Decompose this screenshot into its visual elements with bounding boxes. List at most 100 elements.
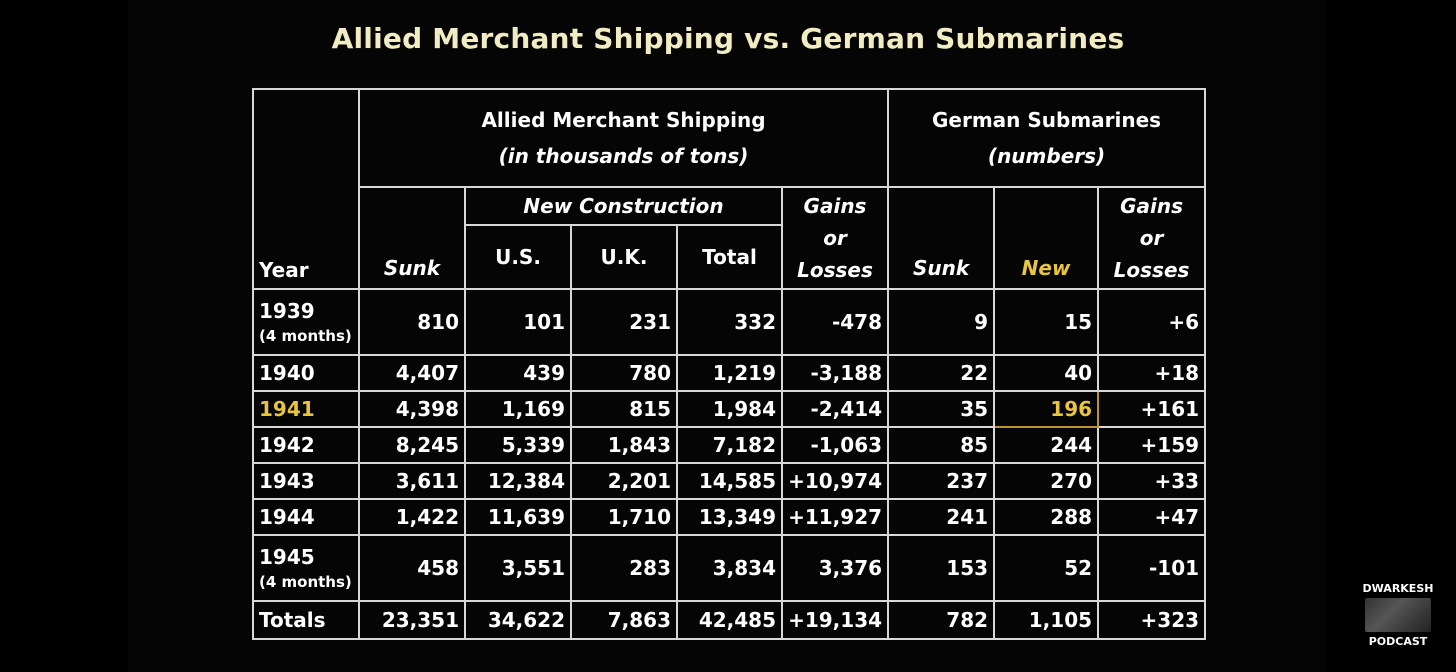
cell-gains: -2,414 — [780, 390, 890, 428]
cell-sub-new: 15 — [993, 288, 1100, 356]
cell-total: 3,834 — [676, 534, 783, 602]
cell-uk: 2,201 — [570, 462, 678, 500]
cell-sub-gains: +159 — [1097, 426, 1207, 464]
header-sub-gains: Gains or Losses — [1097, 186, 1207, 290]
table-row: 1941 4,398 1,169 815 1,984 -2,414 35 196 +161 — [252, 390, 1207, 428]
cell-uk: 283 — [570, 534, 678, 602]
cell-sub-new: 52 — [993, 534, 1100, 602]
table-row: 1942 8,245 5,339 1,843 7,182 -1,063 85 244 +159 — [252, 426, 1207, 464]
year-label: 1940 — [259, 361, 315, 385]
cell-sunk: 3,611 — [358, 462, 466, 500]
cell-gains: +10,974 — [780, 462, 890, 500]
cell-year: 1944 — [252, 498, 360, 536]
table-row: 1943 3,611 12,384 2,201 14,585 +10,974 237 270 +… — [252, 462, 1207, 500]
cell-sub-sunk: 22 — [887, 354, 996, 392]
podcast-logo: DWARKESH PODCAST — [1360, 582, 1436, 648]
page-title: Allied Merchant Shipping vs. German Subm… — [331, 22, 1125, 55]
cell-sub-new: 270 — [993, 462, 1100, 500]
header-uk: U.K. — [570, 224, 678, 290]
data-table: Year Allied Merchant Shipping (in thousa… — [252, 88, 1207, 640]
year-label: 1939 — [259, 299, 315, 323]
cell-year: 1939 (4 months) — [252, 288, 360, 356]
cell-sub-gains: +6 — [1097, 288, 1207, 356]
cell-sub-gains: +47 — [1097, 498, 1207, 536]
year-note: (4 months) — [259, 573, 352, 591]
header-sub-new: New — [993, 186, 1100, 290]
cell-gains: -3,188 — [780, 354, 890, 392]
cell-year: 1941 — [252, 390, 360, 428]
cell-total: 42,485 — [676, 600, 783, 640]
cell-total: 332 — [676, 288, 783, 356]
year-label: 1941 — [259, 397, 315, 421]
header-sub-gains-2: or — [1139, 226, 1164, 250]
cell-sub-sunk: 241 — [887, 498, 996, 536]
cell-us: 1,169 — [464, 390, 572, 428]
cell-year: 1940 — [252, 354, 360, 392]
cell-sunk: 4,407 — [358, 354, 466, 392]
cell-uk: 7,863 — [570, 600, 678, 640]
cell-uk: 780 — [570, 354, 678, 392]
cell-uk: 231 — [570, 288, 678, 356]
cell-uk: 815 — [570, 390, 678, 428]
header-allied-title: Allied Merchant Shipping — [481, 108, 766, 132]
cell-gains: 3,376 — [780, 534, 890, 602]
cell-total: 13,349 — [676, 498, 783, 536]
cell-total: 14,585 — [676, 462, 783, 500]
header-us: U.S. — [464, 224, 572, 290]
cell-us: 11,639 — [464, 498, 572, 536]
cell-sunk: 458 — [358, 534, 466, 602]
cell-sub-new: 1,105 — [993, 600, 1100, 640]
cell-sub-gains: +18 — [1097, 354, 1207, 392]
cell-us: 12,384 — [464, 462, 572, 500]
header-gains-3: Losses — [797, 258, 873, 282]
cell-sunk: 810 — [358, 288, 466, 356]
cell-sub-gains: +33 — [1097, 462, 1207, 500]
table-row: 1945 (4 months) 458 3,551 283 3,834 3,376 153 52… — [252, 534, 1207, 602]
cell-sub-gains: +161 — [1097, 390, 1207, 428]
logo-top-text: DWARKESH — [1362, 582, 1434, 595]
header-total: Total — [676, 224, 783, 290]
header-gains-1: Gains — [803, 194, 867, 218]
cell-gains: -478 — [780, 288, 890, 356]
cell-us: 34,622 — [464, 600, 572, 640]
header-sub-gains-1: Gains — [1120, 194, 1183, 218]
header-gains: Gains or Losses — [780, 186, 890, 290]
header-allied: Allied Merchant Shipping (in thousands o… — [357, 88, 890, 188]
cell-us: 5,339 — [464, 426, 572, 464]
year-label: 1943 — [259, 469, 315, 493]
cell-gains: +19,134 — [780, 600, 890, 640]
header-german: German Submarines (numbers) — [887, 88, 1207, 188]
header-new-construction: New Construction — [464, 186, 783, 226]
table-row: 1944 1,422 11,639 1,710 13,349 +11,927 241 288 +… — [252, 498, 1207, 536]
year-label: Totals — [259, 608, 326, 632]
logo-bottom-text: PODCAST — [1368, 635, 1428, 648]
year-label: 1942 — [259, 433, 315, 457]
cell-gains: +11,927 — [780, 498, 890, 536]
header-sub-gains-3: Losses — [1113, 258, 1190, 282]
cell-sub-sunk: 9 — [887, 288, 996, 356]
year-label: 1945 — [259, 545, 315, 569]
cell-sunk: 23,351 — [358, 600, 466, 640]
cell-total: 7,182 — [676, 426, 783, 464]
cell-us: 101 — [464, 288, 572, 356]
cell-sub-sunk: 35 — [887, 390, 996, 428]
cell-sub-sunk: 153 — [887, 534, 996, 602]
cell-sub-sunk: 782 — [887, 600, 996, 640]
cell-us: 439 — [464, 354, 572, 392]
cell-year: 1945 (4 months) — [252, 534, 360, 602]
cell-year: 1942 — [252, 426, 360, 464]
cell-uk: 1,710 — [570, 498, 678, 536]
cell-year: Totals — [252, 600, 360, 640]
table-body: 1939 (4 months) 810 101 231 332 -478 9 15 +6 1940 4… — [252, 288, 1207, 640]
table-row: Totals 23,351 34,622 7,863 42,485 +19,134 782 1… — [252, 600, 1207, 640]
header-german-title: German Submarines — [931, 108, 1162, 132]
header-sub-sunk: Sunk — [887, 186, 996, 290]
table-row: 1939 (4 months) 810 101 231 332 -478 9 15 +6 — [252, 288, 1207, 356]
cell-uk: 1,843 — [570, 426, 678, 464]
year-label: 1944 — [259, 505, 315, 529]
cell-sub-new: 196 — [993, 390, 1100, 428]
header-allied-unit: (in thousands of tons) — [498, 144, 749, 168]
header-gains-2: or — [823, 226, 847, 250]
cell-total: 1,219 — [676, 354, 783, 392]
cell-sunk: 1,422 — [358, 498, 466, 536]
